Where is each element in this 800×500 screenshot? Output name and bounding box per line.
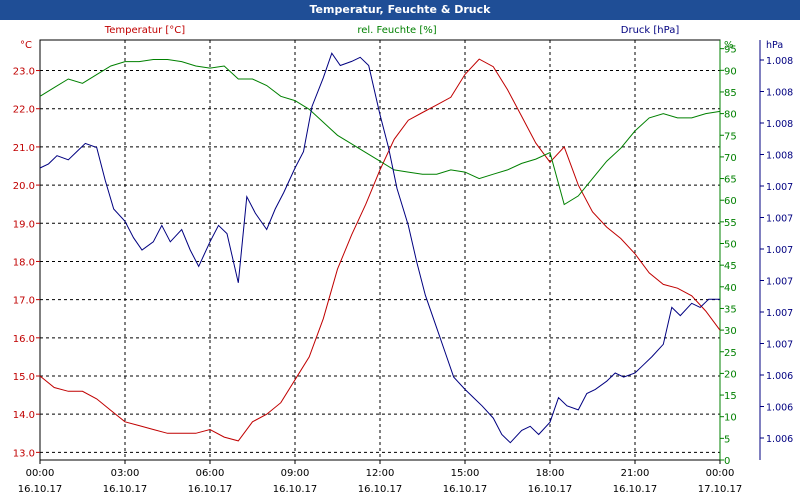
y-tick-label-press: 1.008 [766,151,793,162]
window-title: Temperatur, Feuchte & Druck [0,0,800,20]
x-tick-label-date: 16.10.17 [273,484,318,495]
series-line-temp [39,58,721,442]
y-tick-label-press: 1.007 [766,277,793,288]
x-tick-label-date: 16.10.17 [528,484,573,495]
y-tick-label-press: 1.007 [766,214,793,225]
y-tick-label-hum: 80 [724,110,737,121]
y-tick-label-hum: 10 [724,413,737,424]
y-tick-label-hum: 55 [724,218,737,229]
y-tick-label-press: 1.008 [766,119,793,130]
y-axis-unit-hum: % [724,40,734,51]
y-tick-label-hum: 95 [724,45,737,56]
y-tick-label-temp: 13.0 [13,448,35,459]
x-tick-label-date: 16.10.17 [358,484,403,495]
y-tick-label-hum: 15 [724,391,737,402]
x-tick-label-time: 03:00 [111,468,140,479]
legend-press: Druck [hPa] [621,25,680,36]
x-tick-label-time: 18:00 [536,468,565,479]
y-tick-label-press: 1.008 [766,56,793,67]
x-tick-label-time: 06:00 [196,468,225,479]
y-tick-label-press: 1.006 [766,371,793,382]
y-tick-label-hum: 50 [724,240,737,251]
x-tick-label-date: 16.10.17 [18,484,63,495]
x-tick-label-time: 00:00 [706,468,735,479]
y-tick-label-temp: 21.0 [13,143,35,154]
y-tick-label-temp: 20.0 [13,181,35,192]
series-line-hum [39,59,721,206]
y-tick-label-hum: 25 [724,348,737,359]
y-tick-label-hum: 30 [724,326,737,337]
y-tick-label-press: 1.007 [766,308,793,319]
chart: 00:00 16.10.17 03:00 16.10.17 06:00 16.10.17 0… [13,25,793,495]
y-tick-label-temp: 19.0 [13,219,35,230]
series-line-press [39,52,720,444]
legend-hum: rel. Feuchte [%] [357,25,436,36]
x-tick-label-date: 16.10.17 [188,484,233,495]
y-tick-label-press: 1.006 [766,403,793,414]
y-tick-label-press: 1.008 [766,88,793,99]
y-axis-unit-press: hPa [766,40,783,51]
y-tick-label-temp: 15.0 [13,372,35,383]
y-tick-label-hum: 45 [724,261,737,272]
y-tick-label-press: 1.007 [766,245,793,256]
y-tick-label-temp: 16.0 [13,334,35,345]
y-tick-label-hum: 60 [724,196,737,207]
y-tick-label-hum: 70 [724,153,737,164]
y-tick-label-hum: 20 [724,369,737,380]
y-tick-label-hum: 40 [724,283,737,294]
x-tick-label-time: 15:00 [451,468,480,479]
y-tick-label-temp: 17.0 [13,296,35,307]
y-tick-label-hum: 90 [724,66,737,77]
x-tick-label-time: 21:00 [621,468,650,479]
x-tick-label-date: 16.10.17 [613,484,658,495]
x-tick-label-date: 16.10.17 [443,484,488,495]
y-tick-label-temp: 23.0 [13,67,35,78]
y-axis-unit-temp: °C [20,40,32,51]
y-tick-label-hum: 35 [724,304,737,315]
y-tick-label-hum: 0 [724,456,730,467]
y-tick-label-temp: 18.0 [13,257,35,268]
x-tick-label-time: 12:00 [366,468,395,479]
y-tick-label-press: 1.007 [766,340,793,351]
x-tick-label-time: 00:00 [26,468,55,479]
x-tick-label-date: 16.10.17 [103,484,148,495]
legend-temp: Temperatur [°C] [104,25,185,36]
x-tick-label-time: 09:00 [281,468,310,479]
y-tick-label-press: 1.006 [766,434,793,445]
x-tick-label-date: 17.10.17 [698,484,743,495]
y-tick-label-temp: 22.0 [13,105,35,116]
y-tick-label-press: 1.007 [766,182,793,193]
y-tick-label-temp: 14.0 [13,410,35,421]
y-tick-label-hum: 75 [724,131,737,142]
y-tick-label-hum: 5 [724,434,730,445]
y-tick-label-hum: 65 [724,175,737,186]
y-tick-label-hum: 85 [724,88,737,99]
